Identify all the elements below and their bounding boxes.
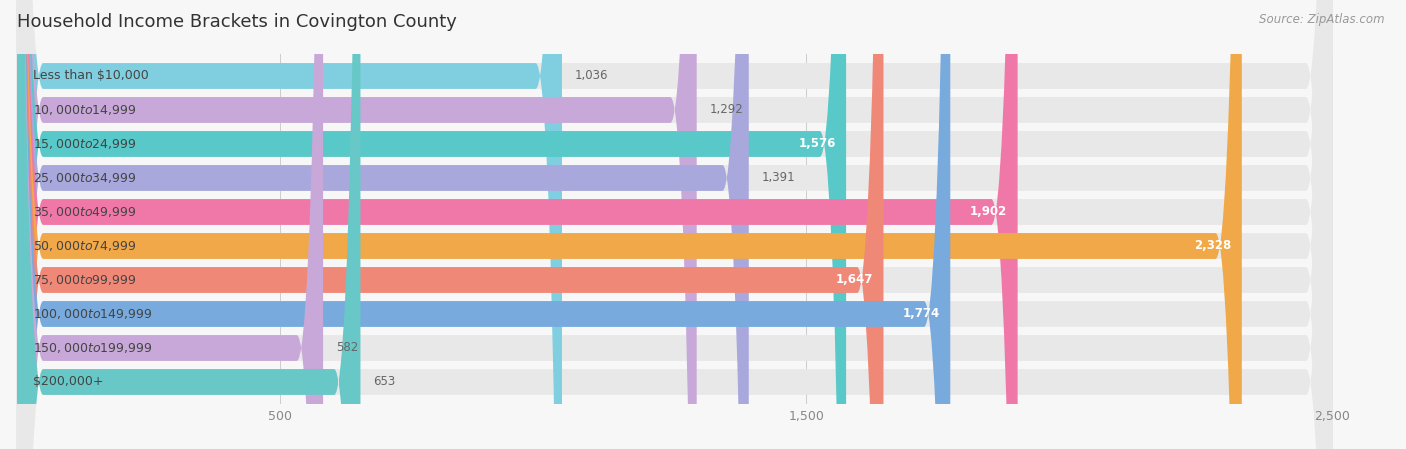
Text: 653: 653 <box>374 375 396 388</box>
FancyBboxPatch shape <box>17 0 1333 449</box>
FancyBboxPatch shape <box>17 0 360 449</box>
Text: Source: ZipAtlas.com: Source: ZipAtlas.com <box>1260 13 1385 26</box>
FancyBboxPatch shape <box>17 0 950 449</box>
Text: $25,000 to $34,999: $25,000 to $34,999 <box>32 171 136 185</box>
FancyBboxPatch shape <box>17 0 749 449</box>
Text: 1,647: 1,647 <box>835 273 873 286</box>
Text: Household Income Brackets in Covington County: Household Income Brackets in Covington C… <box>17 13 457 31</box>
Text: 2,328: 2,328 <box>1194 239 1232 252</box>
Text: 1,902: 1,902 <box>970 206 1007 219</box>
Text: 1,391: 1,391 <box>762 172 796 185</box>
FancyBboxPatch shape <box>17 0 1333 449</box>
Text: $150,000 to $199,999: $150,000 to $199,999 <box>32 341 152 355</box>
Text: 582: 582 <box>336 342 359 355</box>
FancyBboxPatch shape <box>17 0 846 449</box>
Text: Less than $10,000: Less than $10,000 <box>32 70 149 83</box>
FancyBboxPatch shape <box>17 0 1333 449</box>
FancyBboxPatch shape <box>17 0 1333 449</box>
Text: $50,000 to $74,999: $50,000 to $74,999 <box>32 239 136 253</box>
Text: 1,774: 1,774 <box>903 308 939 321</box>
Text: 1,576: 1,576 <box>799 137 835 150</box>
FancyBboxPatch shape <box>17 0 1018 449</box>
Text: $35,000 to $49,999: $35,000 to $49,999 <box>32 205 136 219</box>
Text: $200,000+: $200,000+ <box>32 375 103 388</box>
FancyBboxPatch shape <box>17 0 1333 449</box>
FancyBboxPatch shape <box>17 0 1333 449</box>
Text: $15,000 to $24,999: $15,000 to $24,999 <box>32 137 136 151</box>
FancyBboxPatch shape <box>17 0 1333 449</box>
FancyBboxPatch shape <box>17 0 1333 449</box>
Text: $100,000 to $149,999: $100,000 to $149,999 <box>32 307 152 321</box>
Text: 1,036: 1,036 <box>575 70 609 83</box>
FancyBboxPatch shape <box>17 0 562 449</box>
FancyBboxPatch shape <box>17 0 1333 449</box>
FancyBboxPatch shape <box>17 0 697 449</box>
FancyBboxPatch shape <box>17 0 1241 449</box>
Text: $10,000 to $14,999: $10,000 to $14,999 <box>32 103 136 117</box>
Text: $75,000 to $99,999: $75,000 to $99,999 <box>32 273 136 287</box>
FancyBboxPatch shape <box>17 0 1333 449</box>
FancyBboxPatch shape <box>17 0 323 449</box>
Text: 1,292: 1,292 <box>710 103 744 116</box>
FancyBboxPatch shape <box>17 0 883 449</box>
